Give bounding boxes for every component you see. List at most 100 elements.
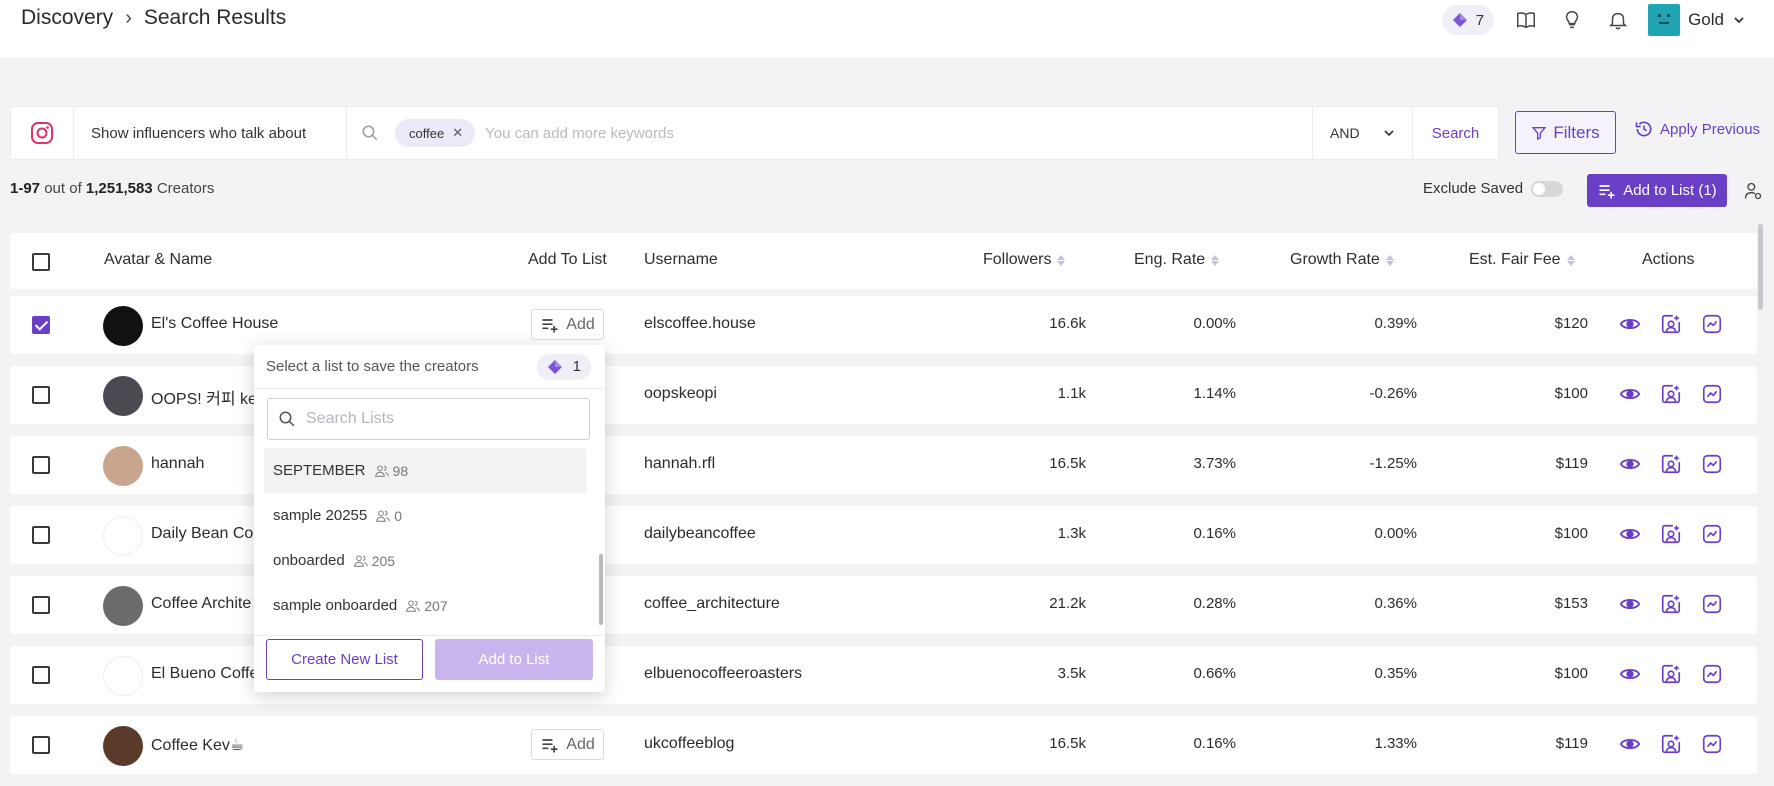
profile-image-icon[interactable] <box>1659 382 1683 406</box>
search-button[interactable]: Search <box>1412 107 1498 159</box>
profile-image-icon[interactable] <box>1659 312 1683 336</box>
col-followers[interactable]: Followers <box>983 251 1066 269</box>
search-prompt: Show influencers who talk about <box>74 107 347 159</box>
row-checkbox[interactable] <box>32 596 50 614</box>
trend-chart-icon[interactable] <box>1700 312 1724 336</box>
list-options: SEPTEMBER 98 sample 20255 0 onboarded 205 samp… <box>264 448 586 628</box>
avatar[interactable] <box>103 586 143 626</box>
profile-image-icon[interactable] <box>1659 592 1683 616</box>
creator-name[interactable]: El's Coffee House <box>151 315 279 332</box>
lightbulb-icon[interactable] <box>1556 4 1588 36</box>
growth-rate-value: -0.26% <box>1369 385 1417 402</box>
creator-name[interactable]: OOPS! 커피 kec <box>151 391 265 408</box>
popup-scrollbar[interactable] <box>599 554 603 625</box>
user-avatar[interactable] <box>1648 4 1681 36</box>
keyword-chip[interactable]: coffee ✕ <box>395 119 476 147</box>
profile-image-icon[interactable] <box>1659 452 1683 476</box>
list-option[interactable]: sample onboarded 207 <box>264 583 586 628</box>
filter-icon <box>1531 126 1547 140</box>
operator-select[interactable]: AND <box>1312 107 1412 159</box>
col-growth-rate[interactable]: Growth Rate <box>1290 251 1394 269</box>
exclude-saved-label: Exclude Saved <box>1423 180 1524 197</box>
col-est-fair-fee[interactable]: Est. Fair Fee <box>1469 251 1575 269</box>
creator-username: elbuenocoffeeroasters <box>644 665 803 682</box>
trend-chart-icon[interactable] <box>1700 662 1724 686</box>
creator-username: coffee_architecture <box>644 595 780 612</box>
avatar[interactable] <box>103 446 143 486</box>
user-name[interactable]: Gold <box>1688 10 1724 29</box>
creator-name[interactable]: Coffee Kev☕ <box>151 737 245 754</box>
platform-selector[interactable] <box>11 107 74 159</box>
chevron-down-icon <box>1384 130 1394 137</box>
row-checkbox[interactable] <box>32 666 50 684</box>
trend-chart-icon[interactable] <box>1700 382 1724 406</box>
book-icon[interactable] <box>1510 4 1542 36</box>
eye-icon[interactable] <box>1618 732 1642 756</box>
popup-credit-count: 1 <box>572 358 581 375</box>
breadcrumb-discovery[interactable]: Discovery <box>21 6 114 29</box>
creator-name[interactable]: El Bueno Coffe <box>151 665 259 682</box>
result-count: 1-97 out of 1,251,583 Creators <box>10 180 214 197</box>
followers-value: 21.2k <box>1049 595 1086 612</box>
trend-chart-icon[interactable] <box>1700 592 1724 616</box>
creator-name[interactable]: Daily Bean Co <box>151 525 254 542</box>
filters-button[interactable]: Filters <box>1515 111 1616 154</box>
eye-icon[interactable] <box>1618 592 1642 616</box>
avatar[interactable] <box>103 306 143 346</box>
row-checkbox[interactable] <box>32 456 50 474</box>
eye-icon[interactable] <box>1618 522 1642 546</box>
col-actions: Actions <box>1642 251 1694 269</box>
create-new-list-button[interactable]: Create New List <box>266 639 423 680</box>
list-count-value: 205 <box>371 552 396 569</box>
growth-rate-value: -1.25% <box>1369 455 1417 472</box>
page-scrollbar[interactable] <box>1758 224 1763 310</box>
popup-add-to-list-button[interactable]: Add to List <box>435 639 593 680</box>
keyword-chip-label: coffee <box>409 125 445 141</box>
eye-icon[interactable] <box>1618 382 1642 406</box>
list-search-input[interactable] <box>306 410 576 428</box>
list-count-value: 98 <box>392 462 409 479</box>
credits-badge[interactable]: 7 <box>1441 5 1495 35</box>
add-to-list-button[interactable]: Add to List (1) <box>1587 174 1727 207</box>
top-header: Discovery › Search Results 7 Gold <box>0 0 1774 58</box>
list-option[interactable]: SEPTEMBER 98 <box>264 448 586 493</box>
list-option[interactable]: sample 20255 0 <box>264 493 586 538</box>
eye-icon[interactable] <box>1618 312 1642 336</box>
keyword-input[interactable] <box>485 124 1312 142</box>
eye-icon[interactable] <box>1618 452 1642 476</box>
profile-image-icon[interactable] <box>1659 522 1683 546</box>
list-member-count: 207 <box>405 598 448 614</box>
trend-chart-icon[interactable] <box>1700 452 1724 476</box>
avatar[interactable] <box>103 656 143 696</box>
avatar[interactable] <box>103 376 143 416</box>
profile-image-icon[interactable] <box>1659 662 1683 686</box>
col-add-to-list-label: Add To List <box>528 251 607 268</box>
creator-name[interactable]: hannah <box>151 455 205 472</box>
chevron-down-icon[interactable] <box>1732 13 1746 27</box>
col-eng-rate[interactable]: Eng. Rate <box>1134 251 1220 269</box>
avatar[interactable] <box>103 726 143 766</box>
close-icon[interactable]: ✕ <box>452 125 464 140</box>
apply-previous-button[interactable]: Apply Previous <box>1634 119 1760 139</box>
add-to-list-row-button[interactable]: Add <box>531 729 604 760</box>
creator-name[interactable]: Coffee Archite <box>151 595 252 612</box>
trend-chart-icon[interactable] <box>1700 522 1724 546</box>
add-to-list-row-button[interactable]: Add <box>531 309 604 340</box>
row-checkbox[interactable] <box>32 526 50 544</box>
growth-rate-value: 0.35% <box>1374 665 1417 682</box>
keyword-field[interactable]: coffee ✕ <box>347 107 1312 159</box>
row-checkbox[interactable] <box>32 736 50 754</box>
list-option-name: onboarded <box>273 552 345 569</box>
select-all-checkbox[interactable] <box>32 253 50 271</box>
list-option[interactable]: onboarded 205 <box>264 538 586 583</box>
list-search-field[interactable] <box>267 398 590 440</box>
row-checkbox[interactable] <box>32 386 50 404</box>
exclude-saved-toggle[interactable] <box>1531 180 1564 197</box>
profile-image-icon[interactable] <box>1659 732 1683 756</box>
row-checkbox[interactable] <box>32 316 50 334</box>
person-settings-icon[interactable] <box>1743 181 1763 206</box>
avatar[interactable] <box>103 516 143 556</box>
bell-icon[interactable] <box>1602 4 1634 36</box>
trend-chart-icon[interactable] <box>1700 732 1724 756</box>
eye-icon[interactable] <box>1618 662 1642 686</box>
